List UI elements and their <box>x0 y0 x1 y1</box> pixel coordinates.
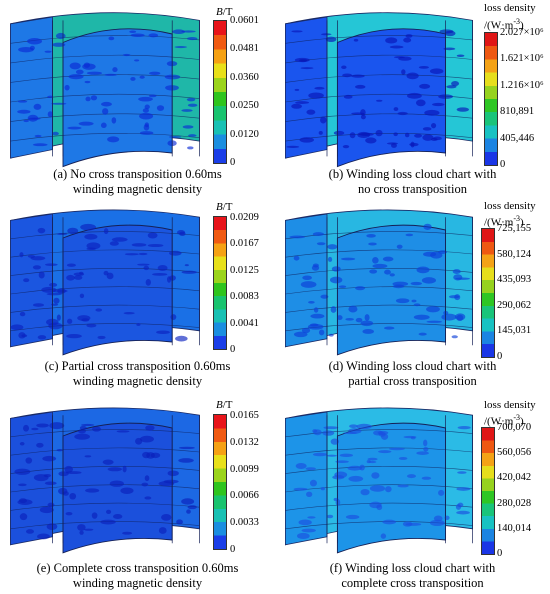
colorbar-a <box>213 20 227 164</box>
scale-tick-c: 0 <box>230 344 236 355</box>
unit-label-f: loss density <box>484 399 536 411</box>
scale-tick-d: 580,124 <box>497 248 532 260</box>
scale-tick-d: 0 <box>497 351 503 362</box>
panel-d: loss density /(W·m-3) 725,155 580,124 435,… <box>275 198 550 396</box>
scale-tick-e: 0.0066 <box>230 490 259 502</box>
winding-render-b <box>285 12 473 168</box>
colorbar-b <box>484 32 498 166</box>
caption-a: (a) No cross transposition 0.60ms winding… <box>53 167 222 196</box>
scale-tick-d: 725,155 <box>497 223 532 234</box>
unit-label-c: B/T <box>216 201 233 213</box>
panel-a: B/T 0.0601 0.0481 0.0360 0.0250 0.0120 0 (a) … <box>0 0 275 198</box>
scale-tick-c: 0.0125 <box>230 264 259 276</box>
scale-tick-c: 0.0041 <box>230 317 259 329</box>
winding-render-e <box>10 407 200 554</box>
scale-tick-b: 0 <box>500 159 506 170</box>
caption-c: (c) Partial cross transposition 0.60ms wi… <box>44 359 231 388</box>
unit-formula-b: /(W·m-3) <box>484 17 524 32</box>
scale-tick-f: 700,070 <box>497 422 532 433</box>
panel-f: loss density /(W·m-3) 700,070 560,056 420,… <box>275 396 550 594</box>
panel-c: B/T 0.0209 0.0167 0.0125 0.0083 0.0041 0 (c) … <box>0 198 275 396</box>
winding-render-a <box>10 12 200 168</box>
scale-tick-a: 0.0250 <box>230 100 259 112</box>
colorbar-e <box>213 414 227 550</box>
scale-tick-f: 420,042 <box>497 472 532 484</box>
unit-label-d: loss density <box>484 200 536 212</box>
scale-tick-b: 2.027×10⁶ <box>500 27 544 38</box>
scale-tick-e: 0 <box>230 544 236 555</box>
unit-label-e: B/T <box>216 399 233 411</box>
scale-tick-f: 280,028 <box>497 497 532 509</box>
scale-tick-a: 0.0360 <box>230 71 259 83</box>
scale-tick-d: 145,031 <box>497 325 532 337</box>
caption-b: (b) Winding loss cloud chart with no cros… <box>328 167 497 196</box>
colorbar-d <box>481 228 495 358</box>
scale-tick-e: 0.0132 <box>230 436 259 448</box>
scale-tick-f: 0 <box>497 548 503 559</box>
scale-tick-a: 0.0601 <box>230 15 259 26</box>
scale-tick-b: 405,446 <box>500 132 535 144</box>
winding-render-f <box>285 407 473 554</box>
scale-tick-b: 1.216×10⁶ <box>500 79 544 91</box>
scale-tick-a: 0.0120 <box>230 128 259 140</box>
scale-tick-b: 810,891 <box>500 106 535 118</box>
colorbar-f <box>481 427 495 555</box>
unit-formula-f: /(W·m-3) <box>484 413 524 428</box>
winding-render-d <box>285 209 473 356</box>
scale-tick-e: 0.0099 <box>230 463 259 475</box>
caption-d: (d) Winding loss cloud chart with partial… <box>328 359 497 388</box>
colorbar-c <box>213 216 227 350</box>
scale-tick-a: 0 <box>230 157 236 168</box>
panel-e: B/T 0.0165 0.0132 0.0099 0.0066 0.0033 0 (e) … <box>0 396 275 594</box>
caption-e: (e) Complete cross transposition 0.60ms w… <box>36 561 239 590</box>
unit-label-a: B/T <box>216 6 233 18</box>
scale-tick-e: 0.0033 <box>230 517 259 529</box>
scale-tick-e: 0.0165 <box>230 410 259 421</box>
unit-formula-d: /(W·m-3) <box>484 214 524 229</box>
scale-tick-f: 560,056 <box>497 447 532 459</box>
scale-tick-f: 140,014 <box>497 522 532 534</box>
scale-tick-d: 435,093 <box>497 274 532 286</box>
scale-tick-a: 0.0481 <box>230 43 259 55</box>
scale-tick-c: 0.0083 <box>230 291 259 303</box>
caption-f: (f) Winding loss cloud chart with complet… <box>329 561 496 590</box>
unit-label-b: loss density <box>484 2 536 14</box>
scale-tick-c: 0.0209 <box>230 212 259 223</box>
scale-tick-b: 1.621×10⁶ <box>500 53 544 65</box>
scale-tick-d: 290,062 <box>497 299 532 311</box>
panel-b: loss density /(W·m-3) 2.027×10⁶ 1.621×10⁶… <box>275 0 550 198</box>
scale-tick-c: 0.0167 <box>230 238 259 250</box>
winding-render-c <box>10 209 200 356</box>
